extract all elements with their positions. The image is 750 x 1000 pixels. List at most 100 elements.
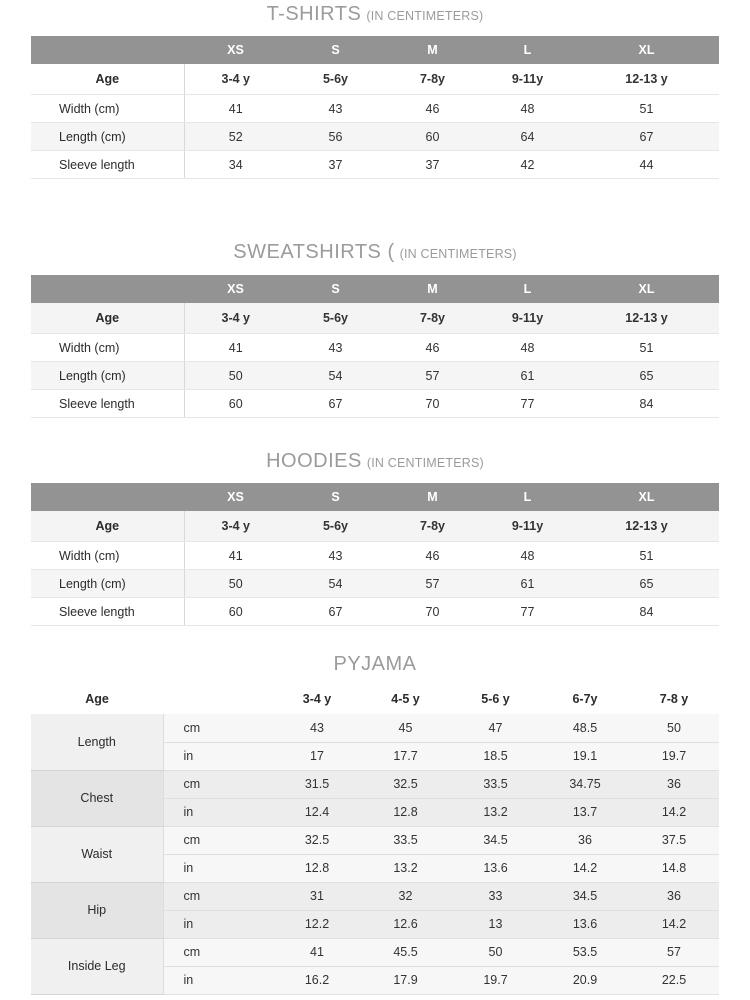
cell: 50 [629, 714, 719, 743]
table-row: Length cm 43 45 47 48.5 50 [31, 714, 719, 771]
section-title-sub: (IN CENTIMETERS) [366, 9, 484, 23]
table-row: Inside Leg cm 41 45.5 50 53.5 57 [31, 938, 719, 995]
cell: 61 [481, 361, 574, 390]
cell: 17 [273, 742, 361, 771]
cell: 13.2 [450, 798, 541, 827]
cell: 3-4 y [184, 64, 287, 95]
cell: 53.5 [541, 938, 629, 967]
cell: 19.1 [541, 742, 629, 771]
section-title-main: SWEATSHIRTS ( [233, 241, 395, 263]
cell: 77 [481, 597, 574, 626]
cell: 51 [574, 541, 719, 570]
column-header-m: M [384, 275, 481, 303]
cell: 37 [384, 150, 481, 179]
table-header-row: XS S M L XL [31, 483, 719, 511]
cell: 67 [287, 597, 384, 626]
unit-cell: cm [163, 770, 273, 799]
column-header-xs: XS [184, 483, 287, 511]
table-row: in 17 17.7 18.5 19.1 19.7 [31, 742, 719, 771]
table-pyjama: Age 3-4 y 4-5 y 5-6 y 6-7y 7-8 y Length … [31, 684, 719, 995]
table-row: in 12.2 12.6 13 13.6 14.2 [31, 910, 719, 939]
cell: 65 [574, 361, 719, 390]
cell: 7-8y [384, 64, 481, 95]
cell: 22.5 [629, 966, 719, 995]
cell: 65 [574, 569, 719, 598]
section-title-main: PYJAMA [333, 653, 417, 675]
cell: 13 [450, 910, 541, 939]
table-row: Width (cm) 41 43 46 48 51 [31, 94, 719, 123]
row-label: Length (cm) [31, 569, 185, 598]
cell: 33.5 [450, 770, 541, 799]
cell: 5-6y [287, 511, 384, 542]
section-title-sub: (IN CENTIMETERS) [399, 247, 517, 261]
column-header-xl: XL [574, 275, 719, 303]
cell: 13.7 [541, 798, 629, 827]
cell: 33 [450, 882, 541, 911]
cell: 41 [184, 541, 287, 570]
section-hoodies: HOODIES (IN CENTIMETERS) [0, 451, 750, 471]
cell: 48 [481, 94, 574, 123]
cell: 17.7 [361, 742, 450, 771]
cell: 12-13 y [574, 64, 719, 95]
table-row: Age 3-4 y 5-6y 7-8y 9-11y 12-13 y [31, 511, 719, 542]
cell: 34 [184, 150, 287, 179]
cell: 5-6y [287, 303, 384, 334]
cell: 60 [384, 122, 481, 151]
column-header-s: S [287, 275, 384, 303]
unit-cell: cm [163, 714, 273, 743]
cell: 12.8 [273, 854, 361, 883]
cell: 31 [273, 882, 361, 911]
column-header-s: S [287, 36, 384, 64]
cell: 7-8y [384, 303, 481, 334]
cell: 70 [384, 597, 481, 626]
cell: 61 [481, 569, 574, 598]
column-header-age-5-6: 5-6 y [450, 684, 541, 714]
cell: 48.5 [541, 714, 629, 743]
cell: 3-4 y [184, 303, 287, 334]
cell: 34.5 [541, 882, 629, 911]
table-row: in 16.2 17.9 19.7 20.9 22.5 [31, 966, 719, 995]
column-header-m: M [384, 36, 481, 64]
cell: 18.5 [450, 742, 541, 771]
table-row: Length (cm) 50 54 57 61 65 [31, 361, 719, 390]
column-header-l: L [481, 483, 574, 511]
unit-cell: cm [163, 882, 273, 911]
cell: 46 [384, 94, 481, 123]
cell: 12-13 y [574, 303, 719, 334]
row-label: Sleeve length [31, 389, 185, 418]
column-header-blank [31, 275, 184, 303]
cell: 34.75 [541, 770, 629, 799]
cell: 12-13 y [574, 511, 719, 542]
column-header-xl: XL [574, 483, 719, 511]
cell: 20.9 [541, 966, 629, 995]
cell: 13.6 [450, 854, 541, 883]
table-row: Width (cm) 41 43 46 48 51 [31, 333, 719, 362]
cell: 47 [450, 714, 541, 743]
cell: 43 [287, 541, 384, 570]
cell: 45 [361, 714, 450, 743]
column-header-s: S [287, 483, 384, 511]
column-header-unit [163, 684, 273, 714]
cell: 9-11y [481, 64, 574, 95]
cell: 57 [384, 361, 481, 390]
cell: 56 [287, 122, 384, 151]
cell: 12.6 [361, 910, 450, 939]
column-header-blank [31, 36, 184, 64]
table-row: Chest cm 31.5 32.5 33.5 34.75 36 [31, 770, 719, 827]
cell: 14.8 [629, 854, 719, 883]
cell: 31.5 [273, 770, 361, 799]
column-header-blank [31, 483, 184, 511]
cell: 84 [574, 389, 719, 418]
unit-cell: in [163, 910, 273, 939]
cell: 14.2 [629, 798, 719, 827]
cell: 84 [574, 597, 719, 626]
column-header-l: L [481, 36, 574, 64]
section-title-hoodies: HOODIES (IN CENTIMETERS) [0, 451, 750, 471]
cell: 37 [287, 150, 384, 179]
table-t-shirts: XS S M L XL Age 3-4 y 5-6y 7-8y 9-11y 12… [31, 36, 719, 179]
table-row: Length (cm) 52 56 60 64 67 [31, 122, 719, 151]
unit-cell: cm [163, 826, 273, 855]
table-header-row: Age 3-4 y 4-5 y 5-6 y 6-7y 7-8 y [31, 684, 719, 714]
row-label: Width (cm) [31, 94, 185, 123]
